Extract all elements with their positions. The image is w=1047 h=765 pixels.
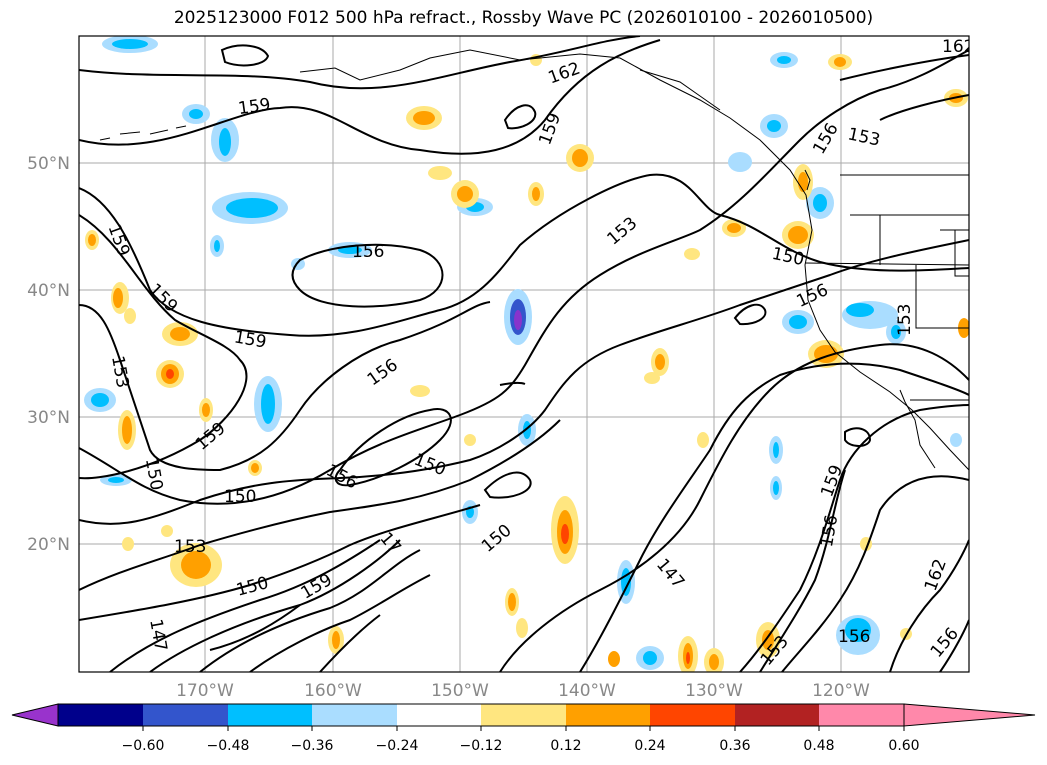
colorbar-tick-label: 0.24	[634, 738, 665, 754]
lon-tick-label: 130°W	[685, 681, 743, 701]
coastlines	[99, 49, 969, 471]
latitude-axis: 50°N 40°N 30°N 20°N	[27, 154, 70, 555]
lon-tick-label: 160°W	[304, 681, 362, 701]
negative-anomaly-blobs	[84, 36, 962, 670]
map-title: 2025123000 F012 500 hPa refract., Rossby…	[173, 8, 874, 28]
colorbar-tick-label: 0.48	[803, 738, 834, 754]
colorbar-extend-high	[903, 703, 1036, 727]
colorbar-extend-low	[11, 703, 59, 727]
colorbar-swatch	[58, 704, 144, 726]
colorbar-tick-label: −0.12	[460, 738, 503, 754]
colorbar-tick-label: −0.24	[376, 738, 419, 754]
lat-tick-label: 50°N	[27, 154, 70, 174]
colorbar: −0.60 −0.48 −0.36 −0.24 −0.12 0.12 0.24 …	[11, 703, 1036, 754]
colorbar-swatch	[143, 704, 229, 726]
colorbar-swatch	[481, 704, 567, 726]
lat-tick-label: 40°N	[27, 281, 70, 301]
lon-tick-label: 170°W	[176, 681, 234, 701]
lon-tick-label: 150°W	[431, 681, 489, 701]
lon-tick-label: 120°W	[812, 681, 870, 701]
colorbar-tick-label: 0.36	[719, 738, 750, 754]
contour-label: 153	[174, 537, 206, 557]
contour-lines	[79, 36, 969, 672]
contour-label: 156	[838, 627, 870, 647]
lon-tick-label: 140°W	[558, 681, 616, 701]
colorbar-swatch	[819, 704, 905, 726]
colorbar-tick-label: −0.48	[207, 738, 250, 754]
contour-label: 162	[942, 37, 974, 57]
map-frame	[78, 35, 970, 673]
longitude-axis: 170°W 160°W 150°W 140°W 130°W 120°W	[176, 681, 870, 701]
colorbar-tick-label: 0.60	[888, 738, 919, 754]
colorbar-tick-label: −0.60	[122, 738, 165, 754]
contour-label: 159	[237, 95, 272, 119]
contour-label: 153	[895, 304, 915, 336]
colorbar-swatch	[735, 704, 821, 726]
colorbar-swatch	[312, 704, 398, 726]
lat-tick-label: 30°N	[27, 408, 70, 428]
colorbar-tick-label: 0.12	[550, 738, 581, 754]
lat-tick-label: 20°N	[27, 535, 70, 555]
colorbar-tick-label: −0.36	[291, 738, 334, 754]
colorbar-swatch	[397, 704, 483, 726]
positive-anomaly-blobs	[85, 54, 969, 672]
colorbar-swatch	[566, 704, 652, 726]
contour-label: 150	[224, 487, 256, 507]
colorbar-swatch	[650, 704, 736, 726]
contour-label: 156	[352, 242, 384, 262]
gridlines	[79, 36, 969, 672]
colorbar-swatch	[228, 704, 314, 726]
